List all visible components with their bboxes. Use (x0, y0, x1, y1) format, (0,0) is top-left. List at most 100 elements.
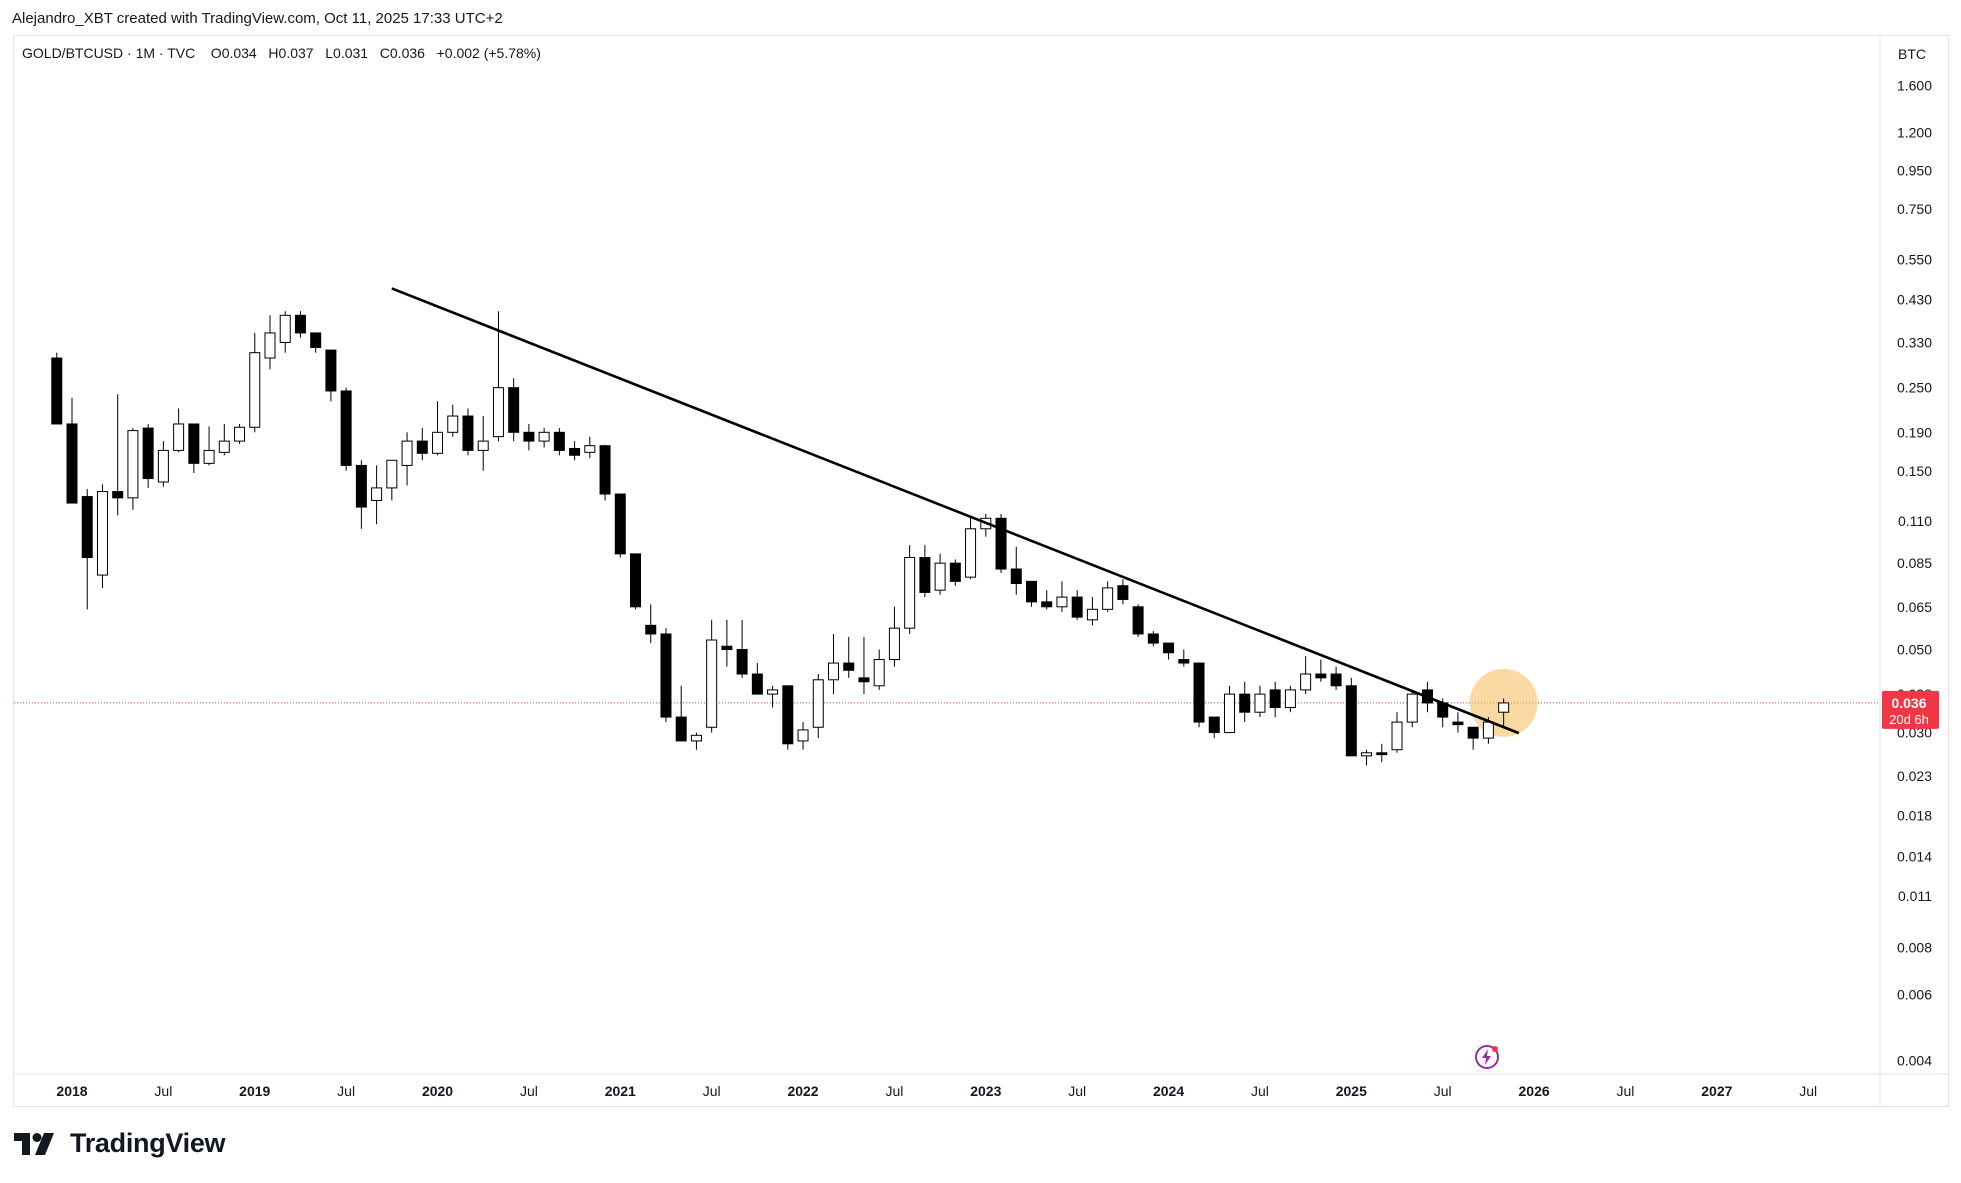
candle-down[interactable] (66, 423, 78, 504)
candle-up[interactable] (492, 387, 504, 438)
candle-down[interactable] (1269, 689, 1281, 709)
candle-down[interactable] (660, 633, 672, 718)
candle-down[interactable] (1071, 596, 1083, 618)
candle-down[interactable] (1117, 585, 1129, 600)
candle-up[interactable] (386, 459, 398, 489)
candle-down[interactable] (995, 517, 1007, 570)
candle-down[interactable] (508, 387, 520, 433)
candle-up[interactable] (477, 440, 489, 451)
plot-area[interactable] (14, 287, 1880, 766)
candle-up[interactable] (279, 314, 291, 344)
candle-up[interactable] (706, 639, 718, 728)
candle-down[interactable] (736, 648, 748, 675)
candle-up[interactable] (1086, 608, 1098, 621)
candle-up[interactable] (401, 440, 413, 466)
candle-down[interactable] (340, 390, 352, 466)
candle-up[interactable] (1482, 721, 1494, 739)
candle-down[interactable] (919, 557, 931, 593)
candle-up[interactable] (1102, 587, 1114, 610)
candle-down[interactable] (721, 645, 733, 650)
lightning-icon[interactable] (1474, 1044, 1500, 1070)
candle-down[interactable] (1315, 673, 1327, 679)
candle-up[interactable] (934, 562, 946, 591)
candle-up[interactable] (1391, 721, 1403, 751)
candle-down[interactable] (1376, 752, 1388, 756)
candle-down[interactable] (1345, 685, 1357, 757)
candle-up[interactable] (1361, 752, 1373, 757)
candle-up[interactable] (157, 449, 169, 483)
candle-up[interactable] (234, 426, 246, 442)
trendline[interactable] (391, 287, 1520, 735)
candle-up[interactable] (965, 528, 977, 578)
candle-down[interactable] (645, 624, 657, 635)
candle-up[interactable] (797, 729, 809, 742)
candle-down[interactable] (630, 553, 642, 608)
candle-down[interactable] (599, 445, 611, 495)
candle-up[interactable] (888, 627, 900, 661)
symbol-label[interactable]: GOLD/BTCUSD (22, 45, 124, 61)
candle-up[interactable] (873, 659, 885, 687)
candle-up[interactable] (828, 662, 839, 681)
candle-down[interactable] (294, 314, 306, 334)
candle-up[interactable] (690, 734, 702, 742)
candle-down[interactable] (1467, 726, 1479, 739)
candle-up[interactable] (203, 449, 215, 464)
tradingview-logo[interactable]: TradingView (14, 1128, 226, 1159)
candle-down[interactable] (675, 716, 687, 742)
candle-up[interactable] (173, 423, 185, 451)
candle-up[interactable] (127, 430, 139, 499)
candle-down[interactable] (553, 431, 565, 451)
candle-up[interactable] (264, 332, 276, 359)
candle-down[interactable] (751, 673, 763, 695)
candle-up[interactable] (1498, 702, 1510, 713)
candle-down[interactable] (1132, 606, 1144, 635)
candle-up[interactable] (432, 431, 444, 454)
candle-down[interactable] (949, 562, 961, 582)
candle-up[interactable] (904, 557, 916, 629)
candle-up[interactable] (1300, 673, 1312, 691)
candle-down[interactable] (1010, 568, 1022, 585)
candle-up[interactable] (249, 352, 261, 428)
candle-down[interactable] (1208, 716, 1220, 734)
candle-up[interactable] (218, 440, 230, 453)
candle-down[interactable] (1178, 659, 1190, 664)
candle-up[interactable] (1056, 596, 1068, 608)
candle-down[interactable] (782, 685, 794, 745)
candle-down[interactable] (325, 349, 337, 392)
candle-down[interactable] (569, 448, 581, 456)
candle-up[interactable] (371, 487, 383, 501)
interval-label[interactable]: 1M (135, 45, 156, 61)
candle-down[interactable] (142, 427, 154, 480)
candle-down[interactable] (1330, 673, 1342, 687)
candle-up[interactable] (1284, 689, 1296, 709)
candle-down[interactable] (1041, 601, 1053, 608)
candle-up[interactable] (1223, 693, 1235, 734)
candle-down[interactable] (523, 431, 535, 442)
candle-down[interactable] (1163, 642, 1175, 654)
candle-down[interactable] (51, 357, 63, 425)
candle-up[interactable] (96, 491, 108, 576)
candle-down[interactable] (843, 662, 855, 671)
candle-up[interactable] (812, 679, 824, 728)
candle-down[interactable] (462, 415, 474, 451)
candle-down[interactable] (81, 496, 93, 559)
candle-down[interactable] (1239, 693, 1251, 713)
candle-down[interactable] (1193, 662, 1205, 723)
candle-up[interactable] (767, 689, 779, 695)
candle-down[interactable] (112, 491, 124, 499)
candle-down[interactable] (1025, 580, 1037, 603)
candle-down[interactable] (355, 464, 367, 508)
candle-up[interactable] (538, 431, 550, 442)
candle-down[interactable] (1452, 721, 1464, 726)
candle-down[interactable] (416, 440, 428, 454)
candle-up[interactable] (1406, 693, 1418, 723)
candle-down[interactable] (858, 677, 870, 683)
candle-down[interactable] (188, 423, 200, 464)
candle-down[interactable] (310, 332, 322, 349)
candle-up[interactable] (584, 445, 596, 453)
candle-down[interactable] (1147, 633, 1159, 644)
candle-up[interactable] (447, 415, 459, 433)
candle-up[interactable] (1254, 693, 1266, 713)
candle-down[interactable] (614, 493, 626, 555)
